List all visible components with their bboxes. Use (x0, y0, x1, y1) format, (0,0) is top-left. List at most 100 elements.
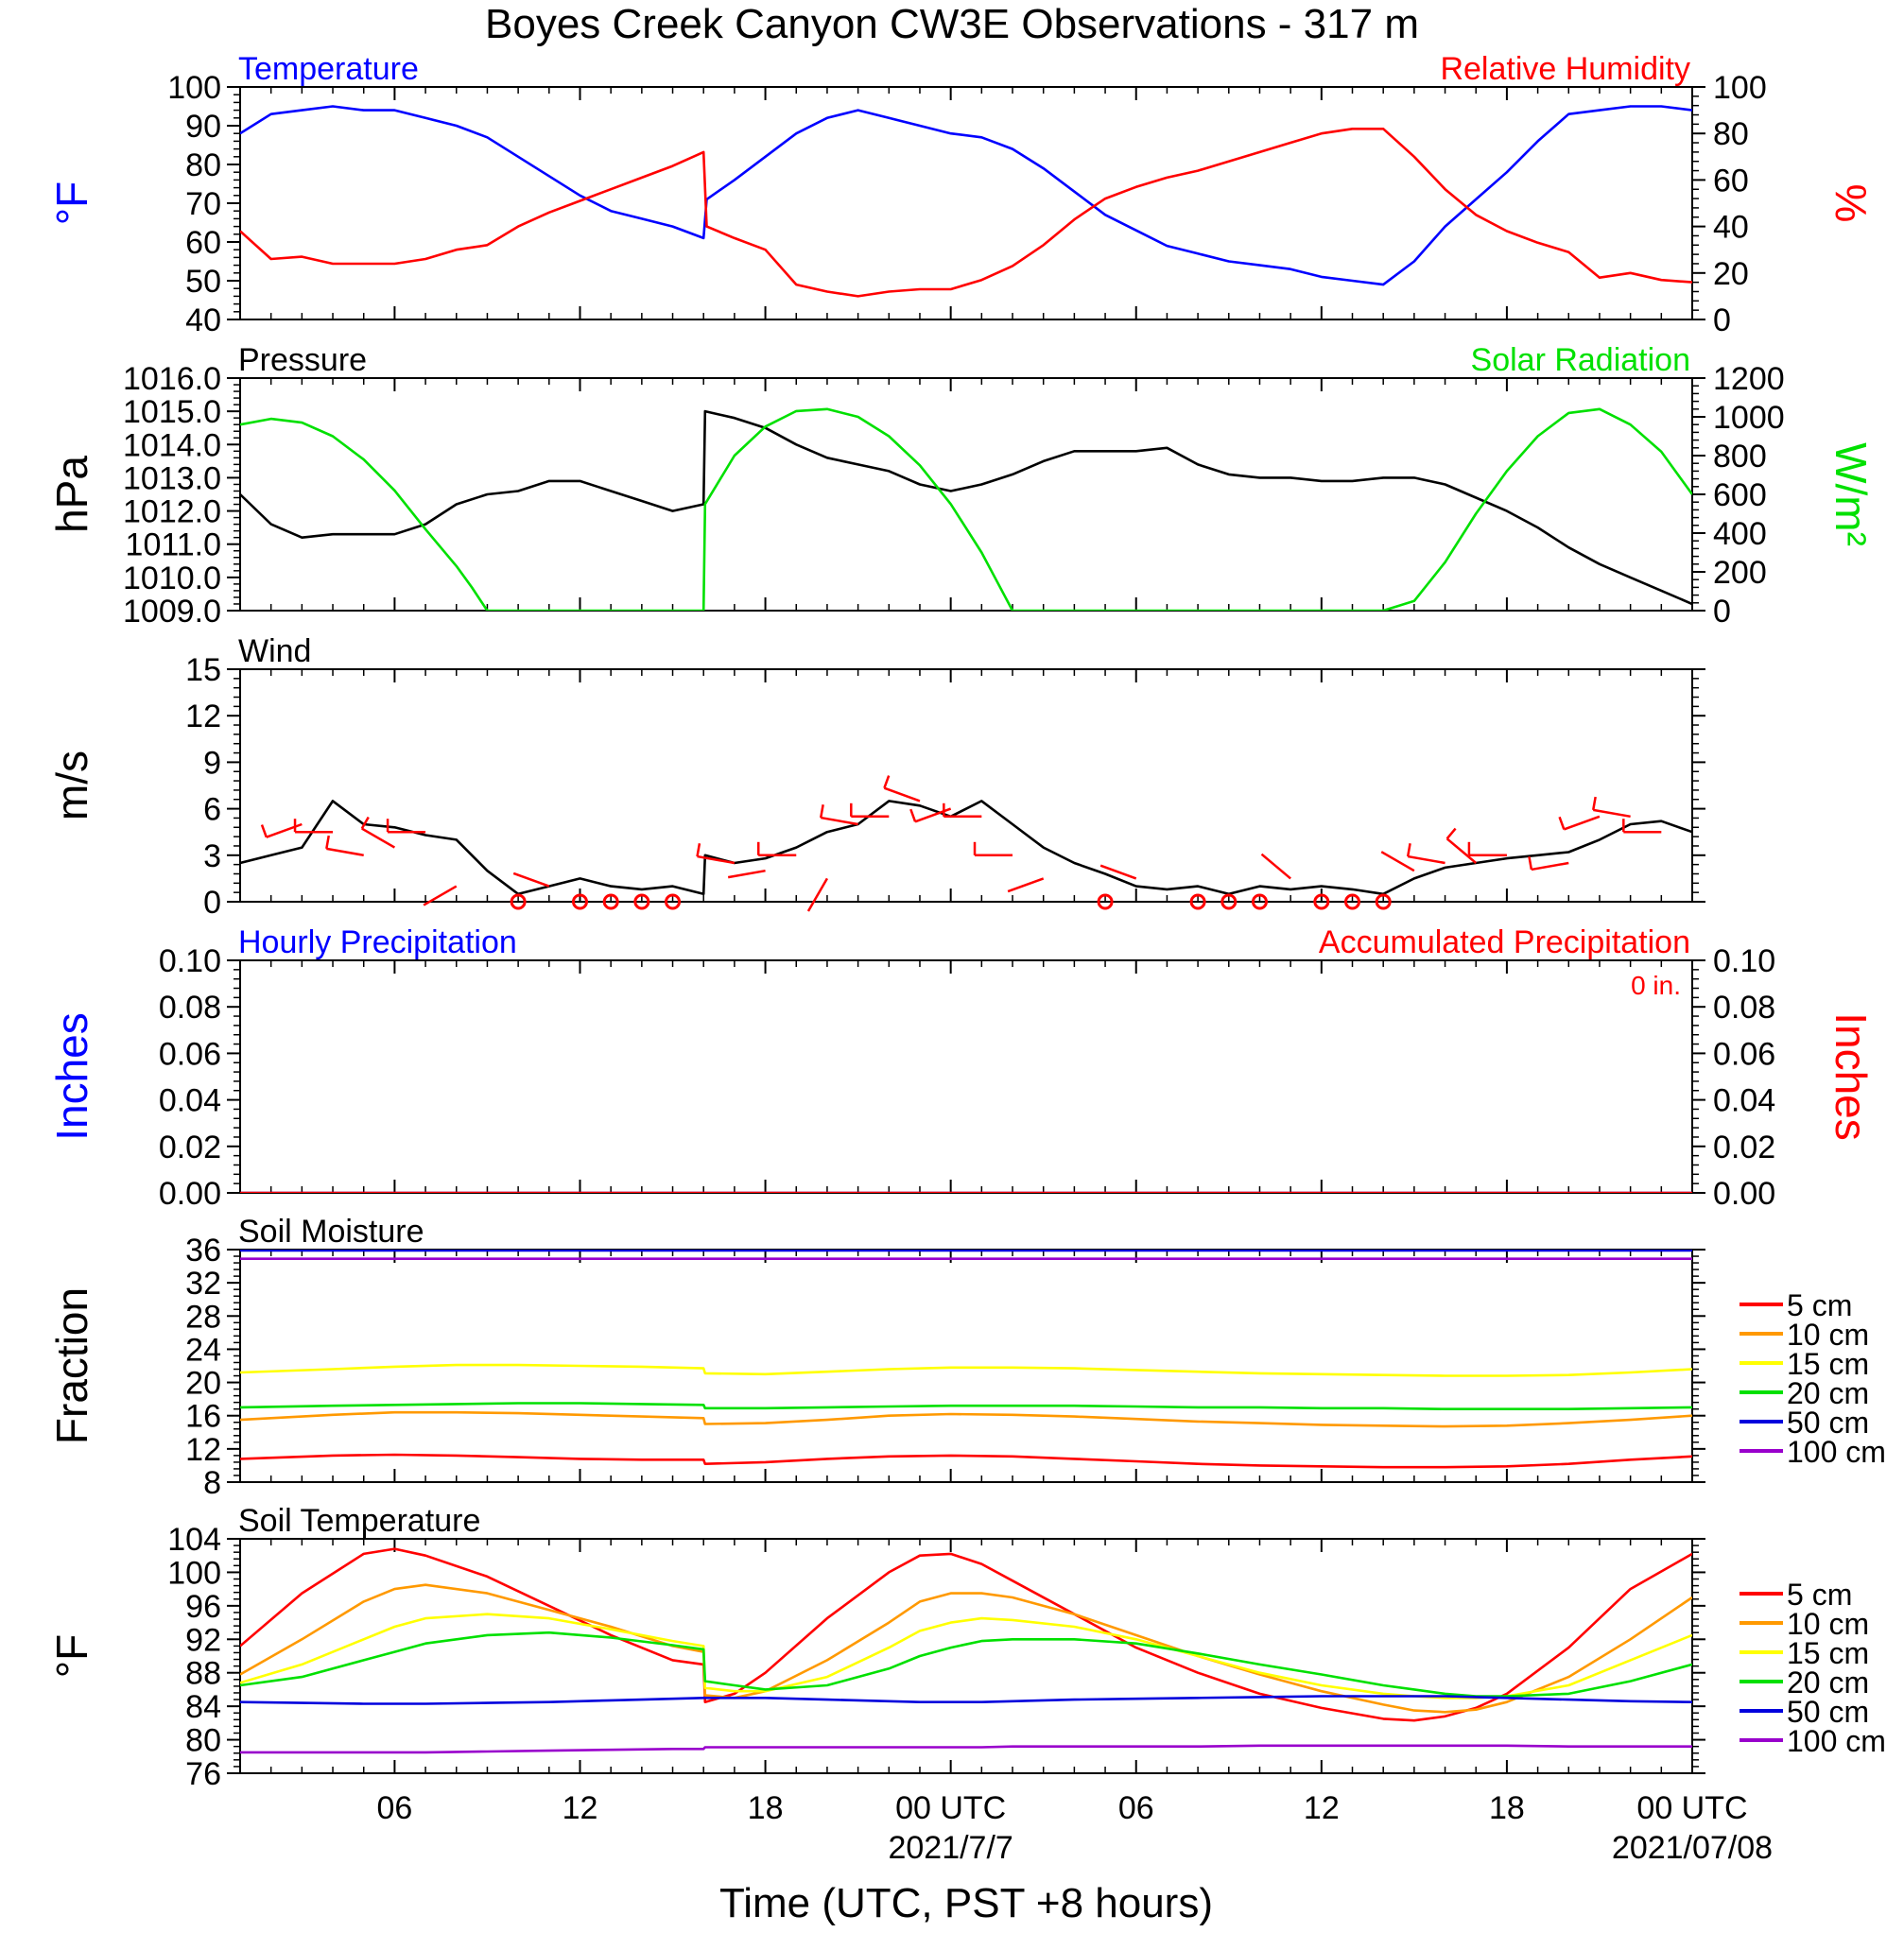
series-line-5-cm (240, 1547, 1692, 1722)
x-axis-label: Time (UTC, PST +8 hours) (719, 1880, 1213, 1926)
y-tick-label-left: 1012.0 (123, 494, 221, 530)
wind-barb (1260, 853, 1291, 880)
x-tick-label: 18 (748, 1790, 784, 1826)
panel-title-left: Wind (238, 633, 311, 669)
panel-title-right: Accumulated Precipitation (1319, 924, 1690, 960)
wind-barb-flag (360, 816, 370, 830)
y-axis-label-left: Fraction (47, 1287, 96, 1444)
y-tick-label-left: 15 (185, 652, 221, 688)
y-tick-label-left: 90 (185, 109, 221, 145)
wind-barb (266, 822, 303, 838)
series-line-relative-humidity (240, 128, 1692, 298)
y-tick-label-right: 0.00 (1713, 1176, 1775, 1212)
calm-marker (1313, 893, 1330, 910)
y-tick-label-left: 76 (185, 1756, 221, 1792)
y-tick-label-left: 0.00 (159, 1176, 221, 1212)
y-axis-label-right: Inches (1826, 1012, 1876, 1141)
y-tick-label-left: 84 (185, 1689, 221, 1725)
legend-label: 10 cm (1787, 1318, 1869, 1352)
series-line-10-cm (240, 1583, 1692, 1714)
wind-barb-flag (1558, 816, 1566, 830)
legend-label: 5 cm (1787, 1288, 1852, 1322)
plot-frame (239, 959, 1693, 1194)
series-line-20-cm (240, 1631, 1692, 1698)
x-date-label: 2021/7/7 (888, 1830, 1013, 1866)
wind-barb-flag (696, 843, 701, 857)
y-tick-label-left: 0 (203, 885, 221, 921)
wind-barb (727, 869, 766, 879)
y-tick-label-left: 0.10 (159, 943, 221, 979)
y-tick-label-left: 80 (185, 1723, 221, 1759)
calm-marker (633, 893, 650, 910)
wind-barb (1563, 815, 1601, 831)
y-tick-label-left: 88 (185, 1656, 221, 1692)
panel-title-left: Soil Moisture (238, 1214, 424, 1250)
series-group (240, 1547, 1692, 1754)
x-tick-label: 06 (376, 1790, 412, 1826)
y-tick-label-left: 9 (203, 745, 221, 781)
y-tick-label-left: 0.04 (159, 1083, 221, 1119)
y-tick-label-left: 28 (185, 1299, 221, 1335)
y-tick-label-left: 0.02 (159, 1130, 221, 1165)
panel-precip: 0.00 0.02 0.04 0.06 0.08 0.10 0.00 0.02 0.04 0.06… (47, 924, 1876, 1212)
y-tick-label-right: 60 (1713, 163, 1749, 198)
y-tick-label-left: 6 (203, 792, 221, 828)
y-tick-label-right: 1000 (1713, 400, 1785, 436)
y-tick-label-left: 60 (185, 225, 221, 261)
series-line-solar-radiation (240, 407, 1692, 611)
calm-marker (1375, 893, 1392, 910)
legend-label: 15 cm (1787, 1636, 1869, 1670)
calm-marker (1097, 893, 1114, 910)
y-tick-label-left: 70 (185, 186, 221, 222)
y-tick-label-left: 1011.0 (126, 527, 221, 563)
legend-label: 10 cm (1787, 1607, 1869, 1641)
wind-barb (697, 854, 736, 865)
y-tick-label-right: 20 (1713, 256, 1749, 292)
wind-barb (1531, 861, 1569, 871)
series-line-15-cm (240, 1613, 1692, 1700)
y-tick-label-right: 400 (1713, 516, 1767, 552)
wind-barb-flag (1592, 796, 1597, 811)
series-line-10-cm (240, 1410, 1692, 1428)
series-line-pressure (240, 409, 1692, 606)
y-tick-label-right: 0.06 (1713, 1036, 1775, 1072)
calm-marker (510, 893, 527, 910)
x-tick-label: 12 (1304, 1790, 1340, 1826)
series-group (240, 1250, 1692, 1469)
y-tick-label-left: 100 (167, 1555, 221, 1591)
plot-frame (239, 668, 1693, 903)
series-line-5-cm (240, 1453, 1692, 1469)
calm-marker (602, 893, 619, 910)
panel-title-right: Relative Humidity (1440, 51, 1690, 87)
wind-barb (883, 786, 921, 802)
wind-barb (821, 816, 858, 826)
wind-barb-flag (1528, 855, 1533, 871)
plot-frame (239, 1538, 1693, 1774)
y-tick-label-left: 8 (203, 1465, 221, 1501)
y-tick-label-left: 1015.0 (123, 394, 221, 430)
y-tick-label-right: 0.08 (1713, 990, 1775, 1026)
series-line-temperature (240, 105, 1692, 286)
wind-barb-flag (260, 824, 268, 838)
y-tick-label-right: 100 (1713, 70, 1767, 106)
series-line-wind (240, 800, 1692, 896)
wind-barb-flag (819, 804, 824, 819)
x-axis: 06 12 18 00 UTC 06 12 18 00 UTC 2021/7/7 2021/07/… (376, 1790, 1773, 1926)
calm-marker (1189, 893, 1206, 910)
y-tick-label-left: 104 (167, 1522, 221, 1558)
series-line-20-cm (240, 1402, 1692, 1410)
wind-barb-flag (1445, 827, 1457, 840)
wind-barb (806, 877, 829, 912)
wind-barb-flag (909, 808, 917, 822)
y-tick-label-right: 0 (1713, 594, 1731, 630)
x-tick-label: 00 UTC (895, 1790, 1006, 1826)
legend-label: 20 cm (1787, 1665, 1869, 1700)
y-tick-label-left: 40 (185, 302, 221, 338)
y-tick-label-left: 92 (185, 1622, 221, 1658)
y-tick-label-left: 80 (185, 147, 221, 183)
y-tick-label-left: 24 (185, 1332, 221, 1368)
panel-title-left: Pressure (238, 342, 367, 378)
y-tick-label-left: 0.08 (159, 990, 221, 1026)
